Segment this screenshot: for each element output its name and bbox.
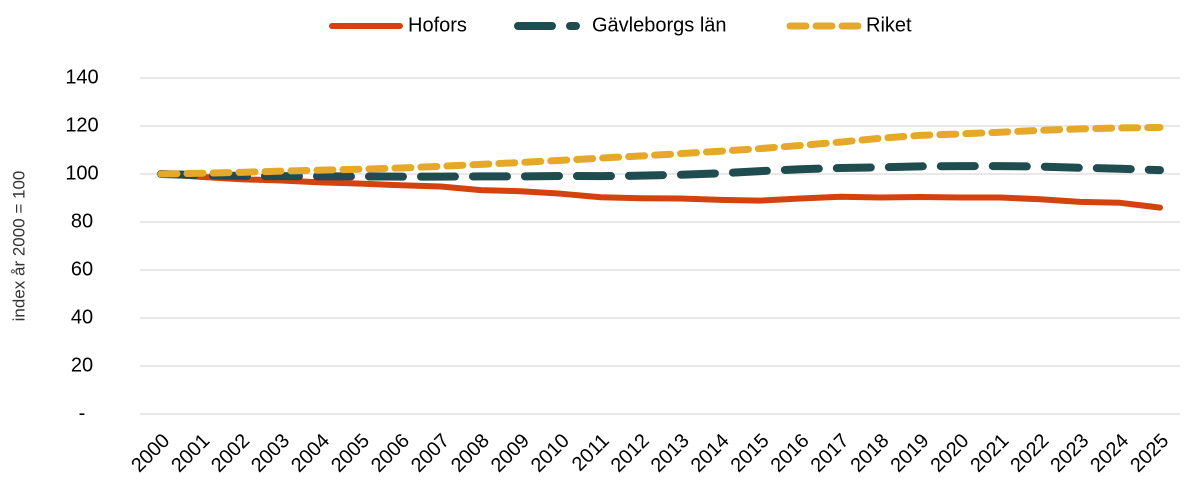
x-tick-label: 2017 [807, 430, 854, 477]
y-tick-label: 80 [71, 210, 93, 232]
y-tick-label: - [79, 402, 86, 424]
y-axis-label: index år 2000 = 100 [9, 171, 28, 322]
x-tick-label: 2010 [527, 430, 574, 477]
x-tick-label: 2001 [167, 430, 214, 477]
line [158, 171, 1163, 211]
x-tick-label: 2014 [687, 430, 734, 477]
x-tick-label: 2008 [447, 430, 494, 477]
x-tick-label: 2021 [966, 430, 1013, 477]
legend-label: Hofors [408, 14, 467, 36]
x-tick-label: 2012 [607, 430, 654, 477]
x-tick-label: 2013 [647, 430, 694, 477]
x-tick-label: 2000 [127, 430, 174, 477]
x-tick-label: 2022 [1006, 430, 1053, 477]
x-tick-label: 2004 [287, 430, 334, 477]
x-tick-label: 2019 [886, 430, 933, 477]
x-tick-label: 2023 [1046, 430, 1093, 477]
x-tick-label: 2016 [767, 430, 814, 477]
x-tick-label: 2024 [1086, 430, 1133, 477]
legend-label: Riket [866, 14, 912, 36]
x-tick-label: 2015 [727, 430, 774, 477]
y-tick-label: 100 [65, 162, 98, 184]
y-tick-label: 120 [65, 114, 98, 136]
x-tick-label: 2018 [847, 430, 894, 477]
x-tick-label: 2007 [407, 430, 454, 477]
y-tick-label: 60 [71, 258, 93, 280]
y-tick-label: 140 [65, 66, 98, 88]
x-tick-label: 2009 [487, 430, 534, 477]
x-tick-label: 2020 [926, 430, 973, 477]
x-tick-label: 2002 [207, 430, 254, 477]
x-tick-label: 2003 [247, 430, 294, 477]
x-tick-label: 2006 [367, 430, 414, 477]
x-tick-label: 2011 [568, 430, 614, 476]
line [157, 123, 1164, 178]
x-tick-label: 2005 [327, 430, 374, 477]
legend-label: Gävleborgs län [592, 14, 727, 36]
x-tick-label: 2025 [1126, 430, 1173, 477]
line [157, 162, 1164, 181]
y-tick-label: 40 [71, 306, 93, 328]
y-tick-label: 20 [71, 354, 93, 376]
